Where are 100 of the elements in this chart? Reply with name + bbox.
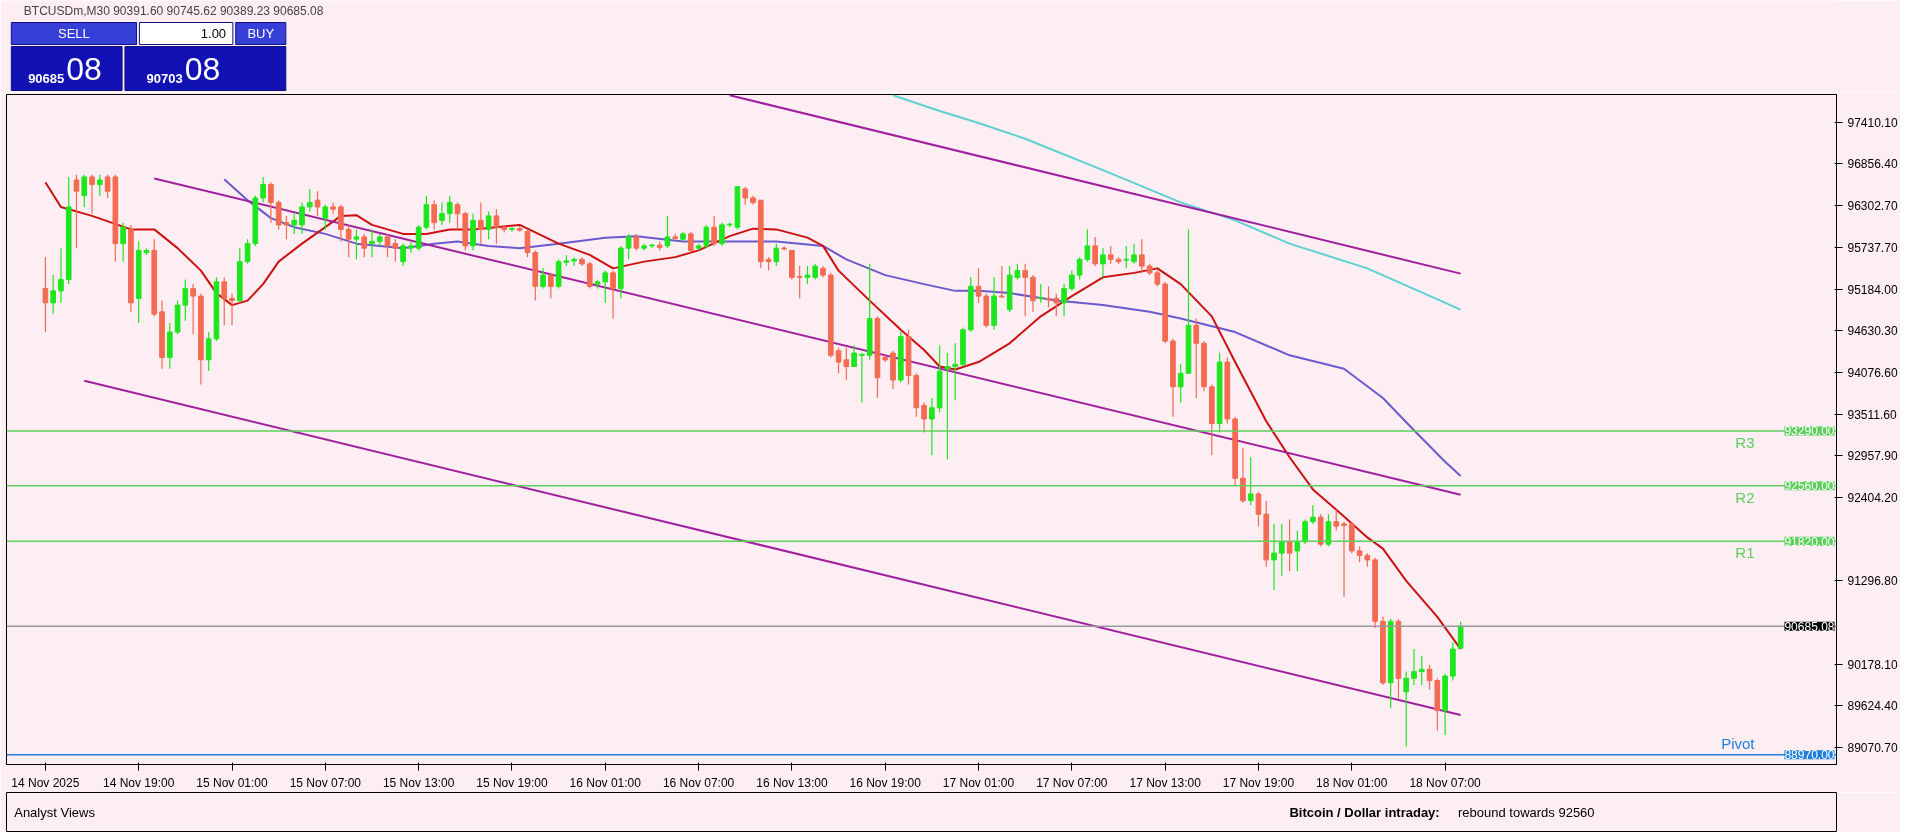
text: 08 — [66, 50, 102, 87]
candlestick — [1138, 238, 1145, 274]
y-tick-label: 89070.70 — [1847, 740, 1898, 755]
candlestick — [1177, 363, 1184, 404]
candlestick — [96, 174, 103, 197]
text: 90703 — [146, 71, 183, 86]
candlestick — [478, 201, 484, 245]
candlestick — [1310, 504, 1316, 525]
candlestick — [719, 222, 725, 247]
x-tick-label: 14 Nov 2025 — [11, 775, 80, 790]
y-tick-label: 94630.30 — [1847, 324, 1898, 339]
candlestick — [796, 265, 803, 299]
candlestick — [944, 352, 951, 461]
candlestick — [1037, 283, 1044, 304]
text: Analyst Views — [14, 805, 96, 820]
candlestick — [260, 176, 266, 204]
text: 90685 — [28, 71, 65, 86]
x-tick-label: 16 Nov 19:00 — [849, 775, 922, 790]
candlestick — [859, 352, 865, 404]
candlestick — [446, 195, 453, 224]
chart-title: BTCUSDm,M30 90391.60 90745.62 90389.23 90685.08 — [23, 3, 324, 18]
y-tick-label: 89624.40 — [1847, 699, 1898, 714]
candlestick — [975, 267, 982, 304]
candlestick — [687, 231, 694, 254]
x-tick-label: 16 Nov 01:00 — [569, 775, 642, 790]
line-series — [891, 94, 1462, 311]
text: rebound towards 92560 — [1457, 805, 1595, 820]
candlestick — [345, 224, 352, 258]
candlestick — [1069, 270, 1075, 292]
x-tick-label: 17 Nov 07:00 — [1036, 775, 1108, 790]
candlestick — [431, 199, 438, 230]
candlestick — [1247, 456, 1254, 506]
y-tick-label: 91296.80 — [1847, 573, 1898, 588]
candlestick — [1457, 621, 1464, 649]
candlestick — [1240, 447, 1246, 504]
candlestick — [1278, 523, 1285, 577]
candlestick — [81, 174, 88, 208]
candlestick — [1325, 513, 1332, 548]
text: 08 — [184, 50, 221, 87]
candlestick — [400, 243, 406, 267]
candlestick — [703, 224, 710, 249]
candlestick — [1076, 256, 1083, 281]
candlestick — [851, 344, 857, 368]
candlestick — [190, 283, 196, 335]
candlestick — [268, 181, 274, 224]
candlestick — [1418, 655, 1425, 686]
annotation: 88970.00 — [1784, 748, 1835, 763]
candlestick — [50, 274, 56, 315]
candlestick — [73, 174, 80, 249]
candlestick — [330, 201, 336, 215]
candlestick — [1053, 293, 1060, 317]
x-tick-label: 15 Nov 13:00 — [382, 775, 455, 790]
candlestick — [664, 215, 671, 249]
candlestick — [244, 238, 251, 265]
candlestick — [1403, 670, 1410, 748]
candlestick — [89, 174, 95, 215]
candlestick — [602, 270, 609, 304]
ref-line-label: R2 — [1735, 488, 1755, 506]
candlestick — [120, 222, 126, 263]
candlestick — [299, 201, 305, 235]
x-tick-label: 16 Nov 13:00 — [756, 775, 828, 790]
y-tick-label: 95737.70 — [1847, 241, 1898, 256]
candlestick — [1123, 245, 1130, 269]
candlestick — [415, 224, 422, 251]
y-tick-label: 96302.70 — [1847, 198, 1898, 213]
text: SELL — [58, 26, 90, 41]
y-tick-label: 95184.00 — [1847, 282, 1898, 297]
candlestick — [229, 293, 235, 326]
candlestick — [182, 279, 189, 322]
candlestick — [929, 397, 935, 456]
candlestick — [1294, 530, 1301, 572]
candlestick — [291, 213, 298, 235]
candlestick — [1255, 491, 1262, 527]
candlestick — [610, 270, 616, 320]
x-tick-label: 18 Nov 07:00 — [1409, 775, 1482, 790]
ref-line-label: R3 — [1735, 434, 1755, 451]
candlestick — [548, 272, 554, 299]
annotation: 92560.00 — [1784, 479, 1835, 494]
candlestick — [314, 190, 321, 217]
candlestick — [221, 276, 228, 326]
ref-line-label: R1 — [1735, 544, 1755, 562]
candlestick — [423, 195, 430, 230]
x-tick-label: 16 Nov 07:00 — [662, 775, 735, 790]
candlestick — [1084, 228, 1091, 263]
candlestick — [493, 208, 500, 245]
y-tick-label: 92404.20 — [1847, 490, 1898, 505]
candlestick — [322, 204, 329, 230]
x-tick-label: 14 Nov 19:00 — [103, 775, 175, 790]
x-tick-label: 17 Nov 01:00 — [942, 775, 1015, 790]
candlestick — [625, 233, 632, 260]
annotation: 90685.08 — [1784, 619, 1835, 634]
candlestick — [338, 204, 344, 242]
candlestick — [42, 256, 49, 333]
y-tick-label: 94076.60 — [1847, 365, 1898, 380]
candlestick — [1341, 521, 1347, 598]
candlestick — [439, 201, 445, 226]
candlestick — [586, 261, 593, 290]
candlestick — [1411, 648, 1417, 686]
y-tick-label: 90178.10 — [1847, 657, 1898, 672]
y-tick-label: 97410.10 — [1847, 115, 1898, 130]
